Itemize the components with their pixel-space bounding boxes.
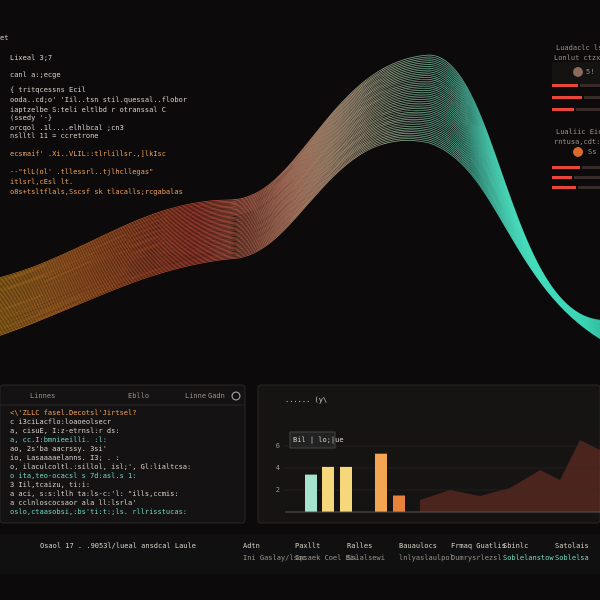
y-tick-label: 6 [276,442,280,450]
code-line: et [0,34,8,42]
wave-line [0,138,600,339]
code-line: orcqol .1l....elhlbcal ;cn3 [10,124,124,132]
code-line: itlsrl,cEsl lt. [10,178,73,186]
footer-item: Ini Gaslay/lsqc [243,554,306,562]
sidebar-text: Ss [588,148,596,156]
code-line: nslltl 11 = ccretrone [10,132,99,140]
footer-item: Insaek Coel Biu [295,554,358,562]
sidebar-text: Luadaclc lsdc! [556,44,600,52]
wave-line [0,140,600,339]
code-line: ao, 2s'ba aacrssy. 3si' [10,445,107,453]
footer-left: Osaol 17 . .9053l/lueal ansdcal Laule [40,542,196,550]
bar [305,474,317,512]
code-line: io, Lasaaaaelanns. I3; . : [10,454,120,462]
bar [375,453,387,512]
code-line: o ita,teo-ocacsl s 7d:asl.s 1: [10,472,136,480]
code-panel [0,384,246,524]
code-line: c i3ciLacflo:loaoeolsecr [10,418,111,426]
footer-title: Adtn [243,542,260,550]
footer-title: Ralles [347,542,372,550]
code-line: ooda..cd;o' 'Iil..tsn stil.quessal..flob… [10,96,187,104]
code-line: o, ilaculcoltl.:sillol, isl;', Gl:lialtc… [10,463,191,471]
code-line: o8s+tsltflals,Sscsf sk tlacalls;rcgabala… [10,188,183,196]
wave-line [0,134,600,338]
sidebar-text: 5! [586,68,594,76]
footer-title: Frmaq Guatlis [451,542,506,550]
code-line: oslo,ctaasobsi,:bs'ti:t:;ls. rllrisstuca… [10,508,187,516]
code-line: ecsmaif' .Xi..VLIL::tlrlillsr.,]lkIsc [10,150,166,158]
code-lines: Linnes Ebllo Linne Gadn <\'ZLLC fasel.Decots… [10,392,225,516]
code-line: 3 Iil,tcaizu, ti:i: [10,481,90,489]
tab: Gadn [208,392,225,400]
tab: Ebllo [128,392,149,400]
footer-item: Soblelanstow [503,554,554,562]
sidebar-text: Lonlut ctzxlsec [554,54,600,62]
wave-line [0,133,600,338]
code-top: et Lixeal 3;7 canl a:;ecge { tritqcessns Ec… [0,34,187,196]
y-tick-label: 4 [276,464,280,472]
y-tick-label: 2 [276,486,280,494]
wave-line [0,131,600,337]
code-line: --"tlL(ol' .tllessrl..tjlhcllegas" [10,168,153,176]
sidebar-text: Lualiic Eicoxlc [556,128,600,136]
footer-title: Paxllt [295,542,320,550]
code-line: <\'ZLLC fasel.Decotsl'Jirtsel? [10,409,136,417]
code-line: canl a:;ecge [10,71,61,79]
code-line: { tritqcessns Ecil [10,86,86,94]
code-line: a aci, s:s:ltlh ta:ls-c:'l: "ills,ccmis: [10,490,179,498]
footer-title: Satolais [555,542,589,550]
footer-title: Bauaulocs [399,542,437,550]
footer-item: lnlyaslaulpol [399,554,454,562]
footer-item: Dumrysrlezsl [451,554,502,562]
sidebar-text: rntusa,cdt:tx4 [554,138,600,146]
footer-title: Sbinlc [503,542,528,550]
legend: Bil | lo;|ue [293,436,344,444]
bar [393,495,405,512]
wave-art [0,54,600,339]
code-line: iaptzelbe S:teli eltlbd r otranssal C [10,106,166,114]
tab: Linnes [30,392,55,400]
wave-line [0,136,600,339]
code-line: a, cc.I:bmnieeilli. :l: [10,436,107,444]
footer-item: Soblelsa [555,554,589,562]
footer-item: Sslalsewi [347,554,385,562]
chart-title: ...... (y\ [285,396,327,404]
code-line: Lixeal 3;7 [10,54,52,62]
footer-text: Osaol 17 . .9053l/lueal ansdcal Laule Adt… [40,542,589,562]
tab: Linne [185,392,206,400]
sidebar: Luadaclc lsdc! Lonlut ctzxlsec 5! Lualiic E… [552,44,600,189]
bar [322,466,334,512]
code-line: a, cisuE, I:z-etrnsl:r ds: [10,427,120,435]
code-line: (ssedy '-} [10,114,52,122]
footer [0,534,600,574]
bar [340,466,352,512]
chart: ...... (y\ Bil | lo;|ue 2 4 6 [276,396,600,513]
code-line: a cclnloscocsaor ala ll:lsrla' [10,499,136,507]
